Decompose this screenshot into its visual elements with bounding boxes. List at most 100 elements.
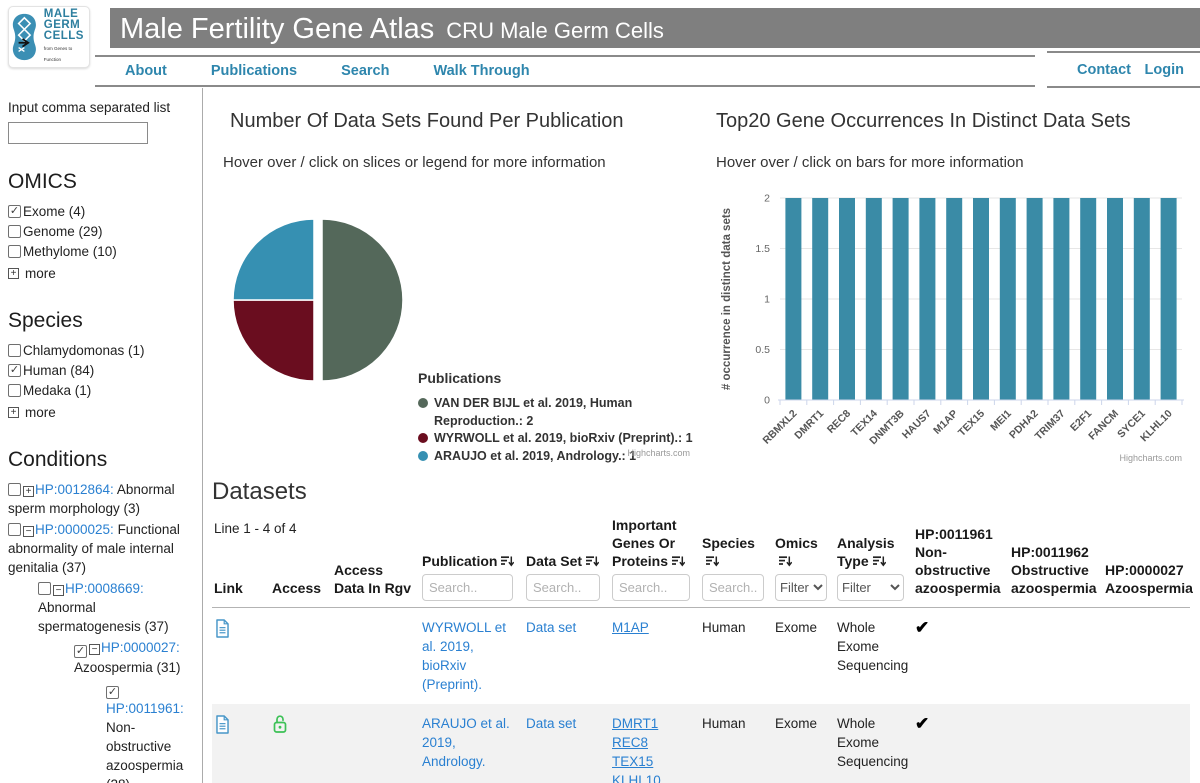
nav-item-walk-through[interactable]: Walk Through	[433, 63, 530, 79]
condition-item[interactable]: − HP:0008669: Abnormal spermatogenesis (3…	[8, 579, 194, 636]
data-set-link[interactable]: Data set	[526, 620, 577, 635]
species-option-chlamydomonas-1[interactable]: Chlamydomonas (1)	[8, 341, 194, 360]
bar-trim37[interactable]	[1053, 198, 1070, 400]
pie-slice-van-der-bijl-et-al-2019-human-reproduction[interactable]	[321, 218, 404, 382]
gene-link-dmrt1[interactable]: DMRT1	[612, 716, 659, 731]
column-search-input-data-set[interactable]	[526, 574, 601, 601]
sort-icon[interactable]	[872, 555, 886, 567]
bar-tex14[interactable]	[865, 198, 882, 400]
x-tick-label-m1ap[interactable]: M1AP	[931, 408, 960, 437]
bar-chart[interactable]: 0 0.5 1 1.5 2 # occurrence in distinct data s…	[716, 176, 1196, 476]
condition-item[interactable]: − HP:0000025: Functional abnormality of m…	[8, 520, 194, 577]
omics-option-exome-4[interactable]: ✓ Exome (4)	[8, 202, 194, 221]
condition-item[interactable]: + HP:0012864: Abnormal sperm morphology (…	[8, 480, 194, 518]
x-tick-label-trim37[interactable]: TRIM37	[1033, 408, 1068, 443]
bar-fancm[interactable]	[1107, 198, 1123, 400]
gene-link-rec8[interactable]: REC8	[612, 735, 649, 750]
bar-dmrt1[interactable]	[812, 198, 829, 400]
gene-link-m1ap[interactable]: M1AP	[612, 620, 649, 635]
hp-term-link[interactable]: HP:0008669:	[65, 581, 144, 596]
highcharts-credit[interactable]: Highcharts.com	[627, 448, 690, 458]
checkbox[interactable]	[8, 225, 21, 238]
species-option-medaka-1[interactable]: Medaka (1)	[8, 381, 194, 400]
checkbox[interactable]: ✓	[8, 205, 21, 218]
open-access-unlock-icon[interactable]	[272, 714, 288, 734]
hp-term-link[interactable]: HP:0000025:	[35, 522, 114, 537]
nav-item-login[interactable]: Login	[1144, 61, 1184, 78]
checkbox[interactable]	[8, 483, 21, 496]
nav-item-about[interactable]: About	[125, 63, 167, 79]
data-set-link[interactable]: Data set	[526, 716, 577, 731]
column-search-input-species[interactable]	[702, 574, 765, 601]
nav-item-search[interactable]: Search	[341, 63, 390, 79]
column-filter-select-analysis-type[interactable]: Filter	[837, 574, 904, 601]
column-search-input-publication[interactable]	[422, 574, 514, 601]
bar-syce1[interactable]	[1133, 198, 1150, 400]
highcharts-credit[interactable]: Highcharts.com	[1119, 453, 1182, 463]
sort-icon[interactable]	[705, 555, 720, 567]
legend-item-van-der-bijl-et-al-2019-human-reproduction[interactable]: VAN DER BIJL et al. 2019, Human Reproduc…	[418, 395, 696, 430]
x-tick-label-fancm[interactable]: FANCM	[1086, 407, 1121, 442]
x-tick-label-dmrt1[interactable]: DMRT1	[792, 408, 826, 442]
collapse-minus-icon[interactable]: −	[89, 644, 100, 655]
expand-plus-icon[interactable]: +	[8, 268, 19, 279]
bar-m1ap[interactable]	[946, 198, 963, 400]
sort-icon[interactable]	[585, 555, 600, 567]
collapse-minus-icon[interactable]: −	[23, 526, 34, 537]
expand-plus-icon[interactable]: +	[8, 407, 19, 418]
pie-slice-wyrwoll-et-al-2019-biorxiv-preprint[interactable]	[232, 299, 315, 382]
checkbox[interactable]	[8, 245, 21, 258]
hp-term-link[interactable]: HP:0000027:	[101, 640, 180, 655]
sort-icon[interactable]	[500, 555, 515, 567]
column-filter-select-omics[interactable]: Filter	[775, 574, 827, 601]
column-search-input-important-genes-or-proteins[interactable]	[612, 574, 691, 601]
publication-link[interactable]: WYRWOLL et al. 2019, bioRxiv (Preprint).	[422, 620, 507, 692]
checkbox[interactable]: ✓	[106, 686, 119, 699]
dataset-file-icon[interactable]	[214, 618, 231, 639]
gene-link-klhl10[interactable]: KLHL10	[612, 773, 661, 783]
checkbox[interactable]: ✓	[8, 364, 21, 377]
bar-tex15[interactable]	[973, 198, 989, 400]
site-logo[interactable]: MALE GERM CELLS from Genes to Function	[8, 6, 90, 68]
legend-item-wyrwoll-et-al-2019-biorxiv-preprint[interactable]: WYRWOLL et al. 2019, bioRxiv (Preprint).…	[418, 430, 696, 448]
x-tick-label-haus7[interactable]: HAUS7	[900, 408, 934, 442]
checkbox[interactable]	[8, 523, 21, 536]
bar-mei1[interactable]	[999, 198, 1016, 400]
checkbox[interactable]: ✓	[74, 645, 87, 658]
collapse-minus-icon[interactable]: −	[53, 585, 64, 596]
species-option-human-84[interactable]: ✓ Human (84)	[8, 361, 194, 380]
dataset-file-icon[interactable]	[214, 714, 231, 735]
bar-rec8[interactable]	[839, 198, 855, 400]
bar-haus7[interactable]	[919, 198, 936, 400]
bar-klhl10[interactable]	[1160, 198, 1177, 400]
hp-term-link[interactable]: HP:0011961:	[106, 701, 184, 716]
pie-chart[interactable]	[218, 200, 424, 400]
gene-list-input[interactable]	[8, 122, 148, 144]
gene-link-tex15[interactable]: TEX15	[612, 754, 654, 769]
expand-plus-icon[interactable]: +	[23, 486, 34, 497]
species-more[interactable]: + more	[8, 403, 194, 422]
condition-item[interactable]: ✓ − HP:0000027: Azoospermia (31)	[8, 638, 194, 677]
nav-item-publications[interactable]: Publications	[210, 63, 298, 79]
sort-icon[interactable]	[778, 555, 793, 567]
x-tick-label-rbmxl2[interactable]: RBMXL2	[761, 408, 800, 447]
checkbox[interactable]	[8, 344, 21, 357]
condition-item[interactable]: ✓ HP:0011961: Non-obstructive azoospermia…	[8, 679, 194, 783]
bar-dnmt3b[interactable]	[892, 198, 909, 400]
x-tick-label-tex15[interactable]: TEX15	[956, 408, 987, 439]
publication-link[interactable]: ARAUJO et al. 2019, Andrology.	[422, 716, 510, 769]
nav-item-contact[interactable]: Contact	[1077, 61, 1131, 78]
bar-pdha2[interactable]	[1026, 198, 1043, 400]
bar-e2f1[interactable]	[1080, 198, 1097, 400]
sort-icon[interactable]	[671, 555, 686, 567]
pie-slice-araujo-et-al-2019-andrology[interactable]	[232, 218, 315, 301]
omics-option-methylome-10[interactable]: Methylome (10)	[8, 242, 194, 261]
omics-option-genome-29[interactable]: Genome (29)	[8, 222, 194, 241]
hp-term-link[interactable]: HP:0012864:	[35, 482, 114, 497]
more-label: more	[25, 266, 56, 281]
bar-rbmxl2[interactable]	[785, 198, 802, 400]
checkbox[interactable]	[38, 582, 51, 595]
legend-item-araujo-et-al-2019-andrology[interactable]: ARAUJO et al. 2019, Andrology.: 1	[418, 448, 696, 466]
checkbox[interactable]	[8, 384, 21, 397]
omics-more[interactable]: + more	[8, 264, 194, 283]
